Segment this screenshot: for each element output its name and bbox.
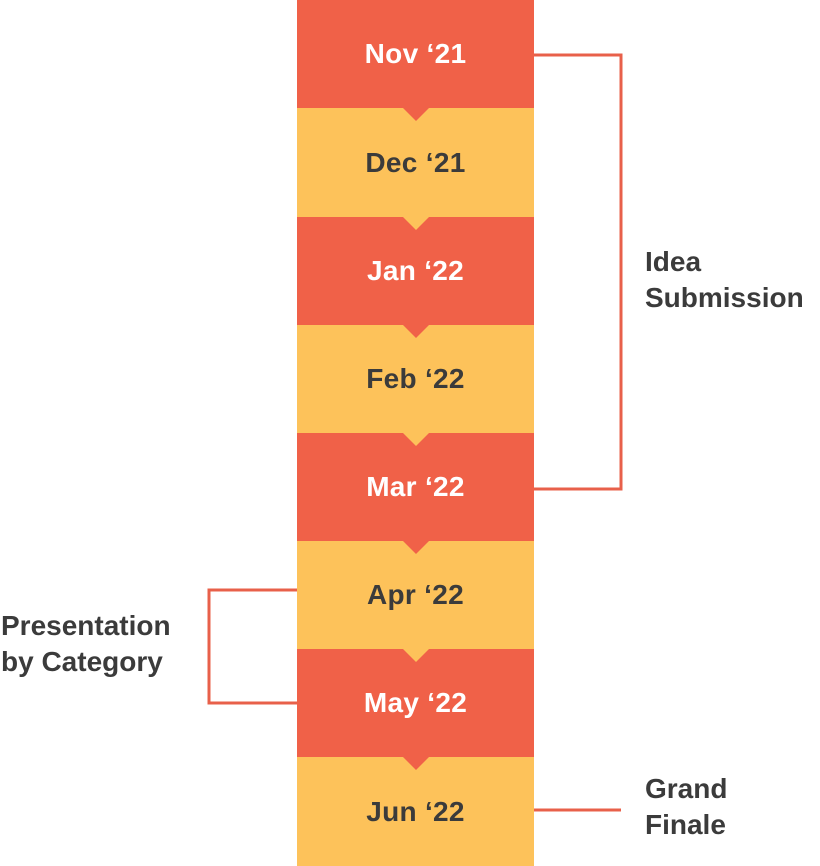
phase-label-presentation: Presentation by Category <box>1 610 171 677</box>
step-label: Feb ‘22 <box>366 363 465 394</box>
step-label: Apr ‘22 <box>366 579 465 610</box>
phase-label-idea-submission: Idea Submission <box>645 246 804 313</box>
timeline-step-jan-22: Jan ‘22 <box>297 217 534 338</box>
timeline-step-apr-22: Apr ‘22 <box>297 541 534 662</box>
timeline-step-dec-21: Dec ‘21 <box>297 108 534 230</box>
timeline-step-may-22: May ‘22 <box>297 649 534 770</box>
timeline-step-feb-22: Feb ‘22 <box>297 325 534 446</box>
step-label: Jun ‘22 <box>366 795 465 827</box>
step-arrow-icon <box>402 649 429 662</box>
step-arrow-icon <box>402 541 429 554</box>
step-arrow-icon <box>402 325 429 338</box>
phase-label-grand-finale: Grand Finale <box>645 773 728 840</box>
timeline-step-nov-21: Nov ‘21 <box>297 0 534 121</box>
step-arrow-icon <box>402 757 429 770</box>
step-label: Jan ‘22 <box>366 255 465 286</box>
idea-submission-bracket <box>534 53 623 491</box>
step-label: Nov ‘21 <box>364 38 467 69</box>
timeline-step-mar-22: Mar ‘22 <box>297 433 534 554</box>
presentation-bracket <box>207 588 297 705</box>
step-arrow-icon <box>402 433 429 446</box>
step-label: Dec ‘21 <box>365 146 466 178</box>
step-label: Mar ‘22 <box>366 471 465 502</box>
step-arrow-icon <box>402 108 429 121</box>
step-label: May ‘22 <box>363 687 468 718</box>
timeline: Nov ‘21 Dec ‘21 Jan ‘22 Feb ‘22 Mar ‘22 … <box>297 0 534 866</box>
step-arrow-icon <box>402 217 429 230</box>
timeline-step-jun-22: Jun ‘22 <box>297 757 534 866</box>
